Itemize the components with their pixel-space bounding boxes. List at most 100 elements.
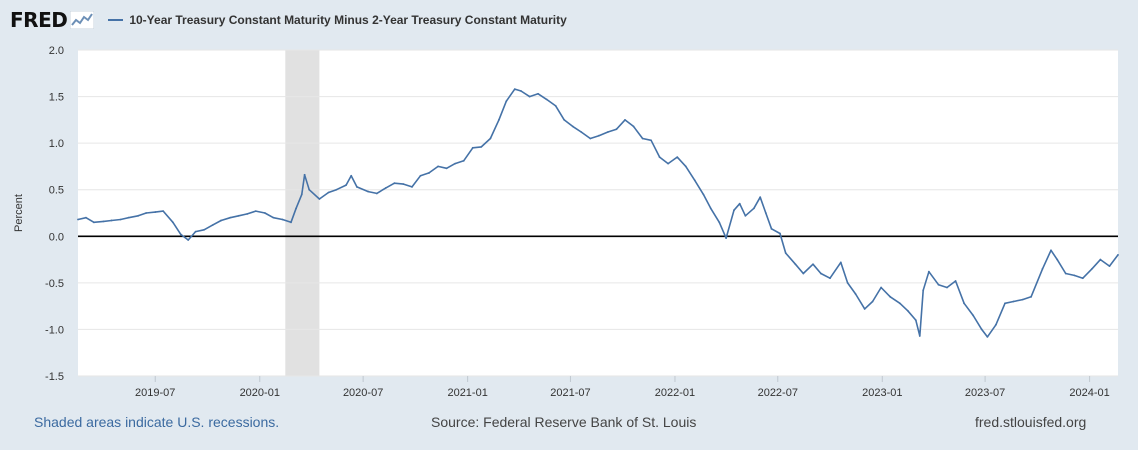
- data-point: [1117, 254, 1119, 256]
- data-point: [980, 328, 983, 331]
- data-point: [563, 118, 566, 121]
- data-point: [954, 280, 957, 282]
- data-point: [1056, 258, 1059, 261]
- data-point: [471, 146, 474, 149]
- data-point: [946, 286, 948, 289]
- data-point: [1004, 302, 1006, 305]
- data-point: [137, 214, 140, 217]
- data-point: [898, 302, 901, 305]
- data-point: [829, 277, 831, 280]
- data-point: [863, 308, 866, 310]
- fred-logo[interactable]: FRED: [10, 8, 68, 32]
- data-point: [537, 92, 539, 95]
- y-tick-label: 1.5: [49, 92, 64, 104]
- data-point: [1021, 298, 1024, 301]
- data-point: [889, 295, 892, 298]
- data-point: [237, 214, 240, 217]
- data-point: [127, 216, 130, 219]
- header: FRED 10-Year Treasury Constant Maturity …: [10, 6, 1120, 34]
- data-point: [85, 216, 87, 219]
- data-point: [1108, 265, 1111, 267]
- y-tick-label: 0.5: [49, 185, 64, 197]
- data-point: [702, 193, 705, 196]
- data-point: [1012, 300, 1015, 303]
- data-point: [972, 314, 975, 317]
- data-point: [528, 95, 531, 98]
- data-point: [480, 145, 483, 148]
- data-point: [246, 213, 249, 215]
- data-point: [171, 221, 174, 224]
- legend-swatch: [108, 19, 124, 21]
- data-point: [650, 139, 653, 142]
- data-point: [779, 232, 781, 235]
- data-point: [513, 88, 516, 91]
- data-point: [937, 283, 940, 286]
- data-point: [187, 239, 190, 241]
- data-point: [871, 300, 874, 303]
- data-point: [764, 212, 767, 214]
- x-tick-label: 2022-07: [758, 387, 798, 399]
- data-point: [77, 218, 79, 221]
- data-point: [281, 218, 284, 221]
- data-point: [445, 167, 448, 170]
- data-point: [355, 186, 358, 188]
- data-point: [820, 272, 822, 275]
- data-point: [854, 293, 857, 295]
- data-point: [254, 210, 257, 213]
- data-point: [906, 309, 909, 312]
- y-axis-label: Percent: [13, 194, 25, 232]
- data-point: [295, 207, 298, 210]
- data-point: [203, 228, 205, 231]
- data-point: [345, 184, 347, 186]
- x-tick-label: 2023-07: [965, 387, 1005, 399]
- data-point: [93, 221, 95, 224]
- y-tick-label: 2.0: [49, 45, 64, 57]
- data-point: [880, 286, 883, 289]
- data-point: [802, 272, 805, 275]
- data-point: [220, 219, 223, 222]
- data-point: [744, 214, 747, 217]
- site-url[interactable]: fred.stlouisfed.org: [975, 414, 1087, 430]
- data-point: [615, 128, 618, 131]
- data-point: [419, 174, 422, 177]
- data-point: [1050, 249, 1052, 252]
- data-point: [318, 198, 321, 200]
- x-tick-label: 2020-07: [343, 387, 383, 399]
- data-point: [794, 263, 797, 266]
- x-tick-label: 2022-01: [655, 387, 695, 399]
- data-point: [194, 230, 197, 233]
- data-point: [110, 219, 113, 222]
- data-point: [693, 179, 696, 182]
- x-tick-label: 2024-01: [1069, 387, 1109, 399]
- data-point: [520, 90, 522, 92]
- recession-note-link[interactable]: Shaded areas indicate U.S. recessions.: [34, 414, 280, 430]
- data-point: [986, 335, 989, 338]
- data-point: [738, 202, 741, 205]
- series-title: 10-Year Treasury Constant Maturity Minus…: [129, 13, 567, 27]
- data-point: [684, 165, 687, 168]
- x-tick-label: 2021-01: [447, 387, 487, 399]
- chart: 2.0 1.5 1.0 0.5 0.0 -0.5 -1.0 -1.5 2019-07 2020-0…: [13, 45, 1119, 399]
- data-point: [1073, 274, 1076, 277]
- series-line: [77, 88, 1119, 338]
- plot-area: [78, 50, 1118, 376]
- data-point: [290, 221, 292, 224]
- data-point: [725, 237, 727, 240]
- y-tick-label: -1.0: [45, 324, 64, 336]
- data-point: [272, 216, 275, 219]
- data-point: [918, 335, 921, 337]
- data-point: [1030, 295, 1032, 298]
- data-point: [718, 221, 721, 224]
- x-tick-label: 2020-01: [240, 387, 280, 399]
- data-point: [839, 261, 842, 264]
- data-point: [1064, 272, 1067, 275]
- data-point: [211, 224, 214, 227]
- data-point: [303, 173, 306, 176]
- data-point: [367, 190, 370, 193]
- data-point: [846, 281, 849, 284]
- data-point: [263, 212, 266, 214]
- data-point: [102, 220, 105, 223]
- data-point: [1090, 267, 1093, 270]
- data-point: [580, 131, 583, 133]
- data-point: [733, 209, 735, 212]
